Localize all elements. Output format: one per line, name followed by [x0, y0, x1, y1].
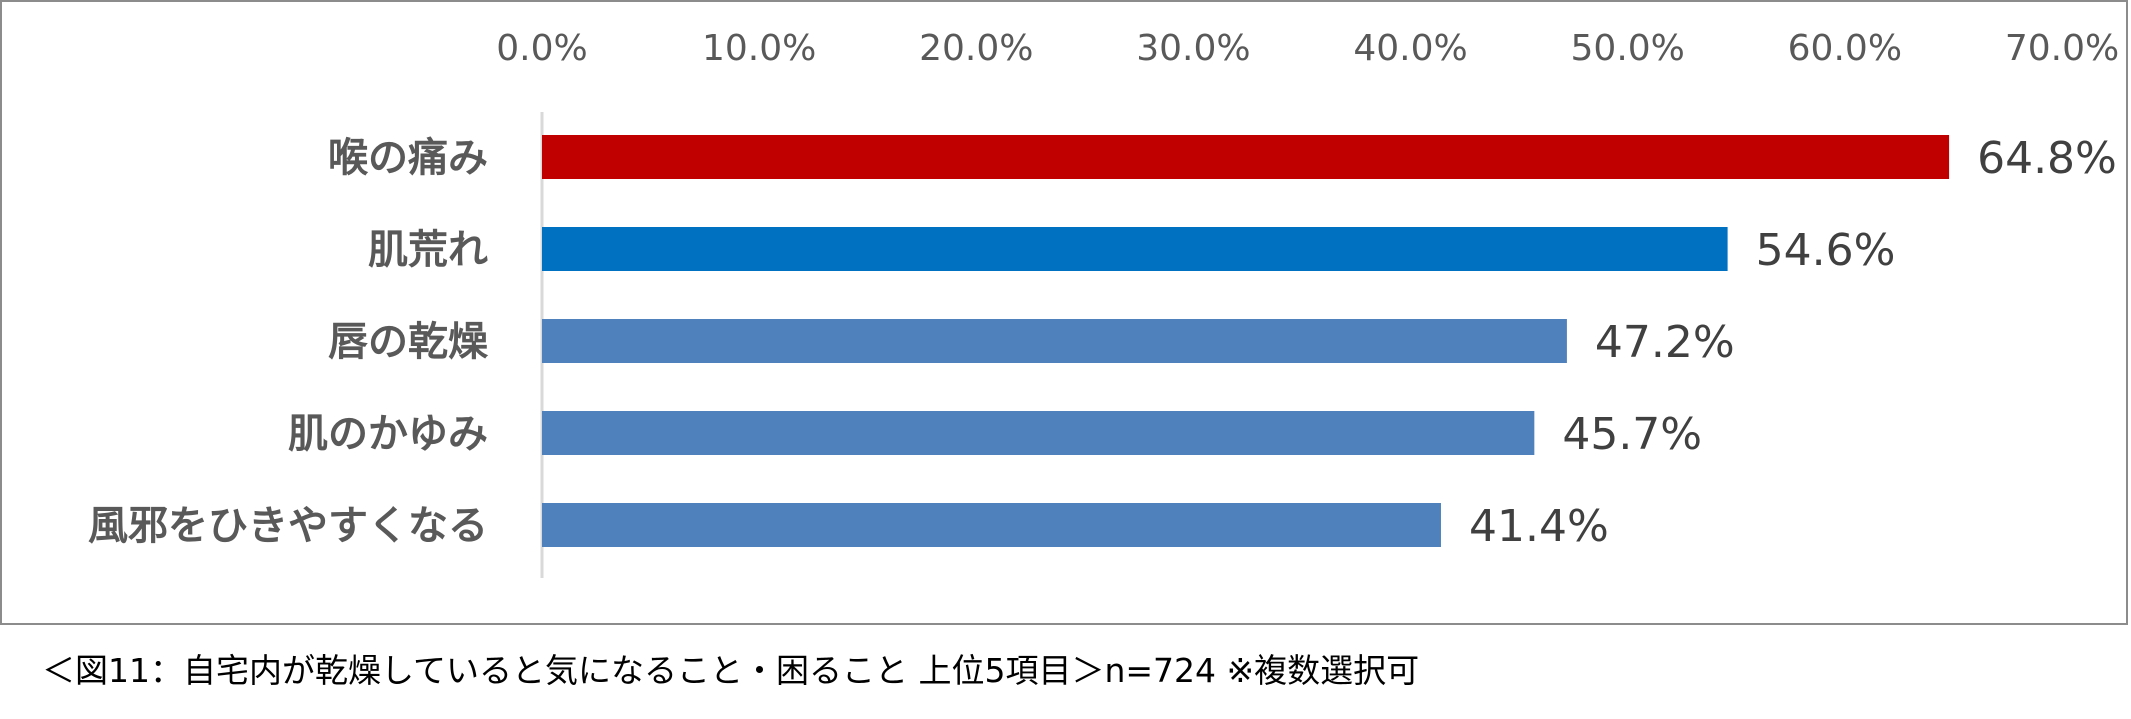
- category-label: 肌荒れ: [368, 227, 488, 273]
- category-label: 唇の乾燥: [328, 319, 489, 365]
- category-label: 喉の痛み: [328, 135, 488, 181]
- data-label: 45.7%: [1562, 409, 1702, 460]
- bar: [542, 135, 1950, 179]
- category-label: 風邪をひきやすくなる: [88, 503, 488, 549]
- x-tick-label: 40.0%: [1353, 28, 1467, 69]
- figure-caption: ＜図11：自宅内が乾燥していると気になること・困ること 上位5項目＞n=724 …: [42, 651, 1420, 690]
- bar-chart: 0.0% 10.0% 20.0% 30.0% 40.0% 50.0% 60.0% 70.0% 喉…: [88, 28, 2119, 578]
- bar: [542, 503, 1441, 547]
- category-label: 肌のかゆみ: [288, 411, 488, 457]
- x-tick-label: 0.0%: [496, 28, 587, 69]
- bar: [542, 411, 1535, 455]
- data-label: 47.2%: [1595, 317, 1735, 368]
- x-tick-label: 60.0%: [1788, 28, 1902, 69]
- data-label: 64.8%: [1977, 133, 2117, 184]
- x-tick-label: 20.0%: [919, 28, 1033, 69]
- x-tick-label: 50.0%: [1571, 28, 1685, 69]
- bar: [542, 319, 1567, 363]
- data-label: 41.4%: [1469, 501, 1609, 552]
- x-tick-label: 30.0%: [1136, 28, 1250, 69]
- x-tick-label: 10.0%: [702, 28, 816, 69]
- data-label: 54.6%: [1756, 225, 1896, 276]
- bar: [542, 227, 1728, 271]
- x-tick-label: 70.0%: [2005, 28, 2119, 69]
